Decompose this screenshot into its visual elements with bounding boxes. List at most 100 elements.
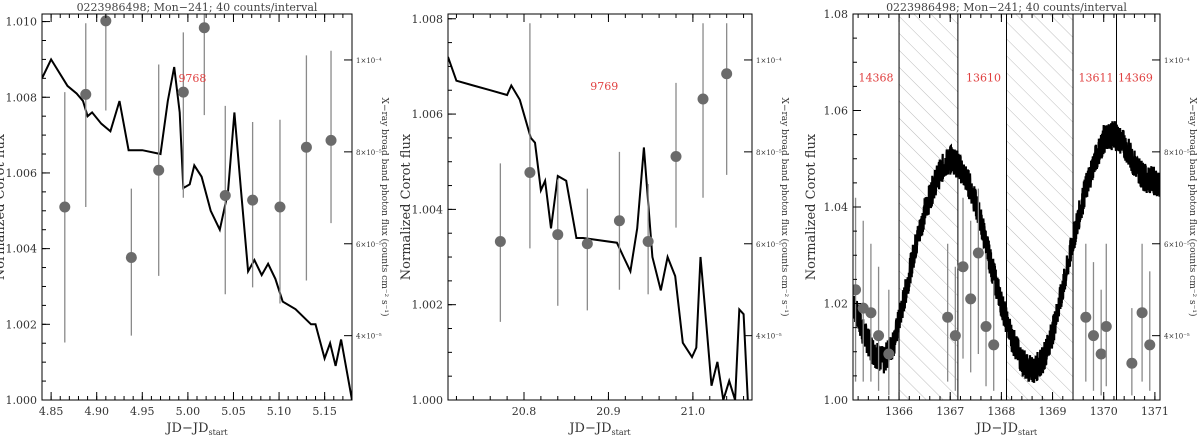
x-tick-label: 20.9 <box>596 405 621 418</box>
xray-point <box>1136 307 1148 319</box>
y2-tick-label: 8×10⁻⁵ <box>756 149 782 157</box>
xray-point <box>942 311 954 323</box>
xray-point <box>697 93 709 105</box>
xray-point <box>524 167 536 179</box>
xray-point <box>198 22 210 34</box>
plot-frame <box>447 13 753 401</box>
xray-point <box>153 164 165 176</box>
xray-point <box>581 238 593 250</box>
y2-tick-label: 4×10⁻⁵ <box>356 333 382 341</box>
x-tick-label: 20.8 <box>512 405 537 418</box>
y-tick-label: 1.06 <box>824 105 849 118</box>
x-tick-label: 1371 <box>1141 405 1169 418</box>
y-tick-label: 1.002 <box>412 299 444 312</box>
corot-light-curve <box>853 121 1160 383</box>
y2-axis-label: X−ray broad band photon flux (counts cm⁻… <box>1187 98 1198 317</box>
xray-point <box>613 215 625 227</box>
xray-point <box>325 134 337 146</box>
observation-id-label: 14369 <box>1118 72 1153 85</box>
y-tick-label: 1.008 <box>6 91 38 104</box>
x-tick-label: 4.85 <box>39 405 64 418</box>
y-tick-label: 1.08 <box>824 8 849 21</box>
observation-id-label: 9769 <box>590 80 618 93</box>
x-axis-label: JD−JDstart <box>974 421 1038 437</box>
y2-tick-label: 8×10⁻⁵ <box>356 149 382 157</box>
xray-point <box>300 141 312 153</box>
y-tick-label: 1.006 <box>412 108 444 121</box>
x-tick-label: 1369 <box>1039 405 1067 418</box>
x-tick-label: 1370 <box>1090 405 1118 418</box>
xray-point <box>100 15 112 27</box>
xray-point <box>873 330 885 342</box>
xray-point <box>853 284 862 296</box>
x-tick-label: 4.95 <box>130 405 155 418</box>
xray-point <box>494 235 506 247</box>
y2-axis-label: X−ray broad band photon flux (counts cm⁻… <box>379 98 390 317</box>
y-tick-label: 1.00 <box>824 394 849 407</box>
xray-point <box>219 190 231 202</box>
chart-title: 0223986498; Mon−241; 40 counts/interval <box>77 1 318 14</box>
y-tick-label: 1.008 <box>412 13 444 26</box>
y2-axis-label: X−ray broad band photon flux (counts cm⁻… <box>779 98 790 317</box>
xray-point <box>972 247 984 259</box>
y2-tick-label: 6×10⁻⁵ <box>356 241 382 249</box>
chart-panel-1: 4.85 4.90 4.95 5.00 5.05 5.10 5.15 1.000 1.002 1.… <box>0 1 390 437</box>
xray-point <box>1087 330 1099 342</box>
xray-point <box>1144 339 1156 351</box>
xray-point <box>957 261 969 273</box>
xray-point <box>642 235 654 247</box>
shaded-interval-2 <box>1006 14 1074 400</box>
x-tick-label: 21.0 <box>681 405 706 418</box>
y2-tick-label: 1×10⁻⁴ <box>756 57 782 65</box>
xray-point <box>274 201 286 213</box>
y-tick-label: 1.02 <box>824 298 849 311</box>
x-tick-label: 1366 <box>885 405 913 418</box>
x-tick-label: 4.90 <box>84 405 109 418</box>
y-axis-label: Normalized Corot flux <box>804 133 819 280</box>
observation-id-label: 13610 <box>966 72 1001 85</box>
y2-tick-label: 4×10⁻⁵ <box>1164 333 1190 341</box>
xray-point <box>1095 348 1107 360</box>
xray-point <box>59 201 71 213</box>
xray-point <box>247 194 259 206</box>
xray-point <box>949 330 961 342</box>
y-tick-label: 1.000 <box>412 394 444 407</box>
x-tick-label: 1368 <box>987 405 1015 418</box>
y-tick-label: 1.004 <box>6 243 38 256</box>
y2-tick-label: 1×10⁻⁴ <box>356 57 382 65</box>
chart-panel-3: 1366 1367 1368 1369 1370 1371 1.00 1.02 1.04 1.06… <box>804 1 1198 437</box>
x-tick-label: 5.10 <box>267 405 292 418</box>
xray-point <box>980 320 992 332</box>
y2-tick-label: 6×10⁻⁵ <box>1164 241 1190 249</box>
y-tick-label: 1.002 <box>6 318 38 331</box>
xray-point <box>125 252 137 264</box>
xray-point <box>988 339 1000 351</box>
y-tick-label: 1.006 <box>6 167 38 180</box>
y-tick-label: 1.000 <box>6 394 38 407</box>
corot-light-curve <box>448 56 749 400</box>
xray-point <box>721 68 733 80</box>
observation-id-label: 13611 <box>1079 72 1114 85</box>
y-axis-label: Normalized Corot flux <box>399 133 414 280</box>
xray-point <box>177 86 189 98</box>
xray-point <box>965 293 977 305</box>
chart-panel-2: 20.8 20.9 21.0 1.000 1.002 1.004 1.006 1.008 4×1… <box>399 13 790 437</box>
y2-tick-label: 1×10⁻⁴ <box>1164 57 1190 65</box>
x-axis-label: JD−JDstart <box>567 421 631 437</box>
xray-point <box>865 307 877 319</box>
y-tick-label: 1.010 <box>6 16 38 29</box>
xray-point <box>883 348 895 360</box>
x-tick-label: 5.00 <box>176 405 201 418</box>
x-tick-label: 1367 <box>936 405 964 418</box>
chart-title: 0223986498; Mon−241; 40 counts/interval <box>886 1 1127 14</box>
xray-point <box>1100 320 1112 332</box>
xray-point <box>80 88 92 100</box>
xray-point <box>552 229 564 241</box>
xray-point <box>1080 311 1092 323</box>
y2-tick-label: 6×10⁻⁵ <box>756 241 782 249</box>
xray-point <box>1126 357 1138 369</box>
y-tick-label: 1.04 <box>824 201 849 214</box>
observation-id-label: 9768 <box>178 72 206 85</box>
x-tick-label: 5.05 <box>221 405 246 418</box>
